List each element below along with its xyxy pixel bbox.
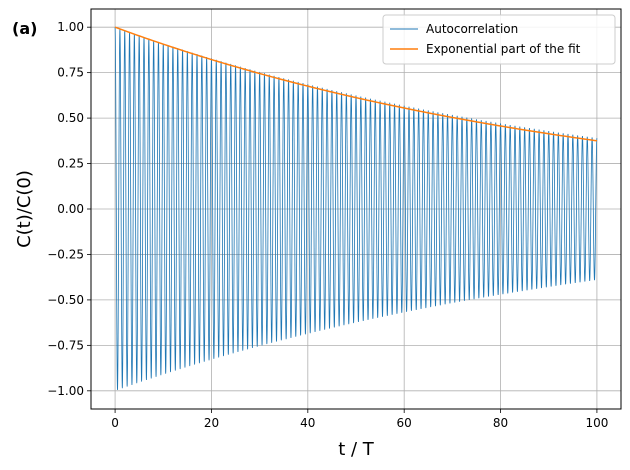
ticks-layer: 0 20 40 60 80 100 −1.00 −0.75 −0.50 −0.25 0.00 0.25…: [47, 20, 608, 430]
y-tick-label: 0.00: [57, 202, 84, 216]
legend-label-exponential-fit: Exponential part of the fit: [426, 42, 581, 56]
x-tick-label: 0: [111, 416, 119, 430]
x-tick-label: 100: [585, 416, 608, 430]
x-tick-label: 60: [397, 416, 412, 430]
series-exponential-fit-line: [114, 26, 598, 142]
legend: Autocorrelation Exponential part of the …: [382, 14, 616, 65]
y-axis-title: C(t)/C(0): [14, 170, 35, 248]
series-autocorrelation-line: [114, 27, 598, 390]
y-tick-label: 0.75: [57, 66, 84, 80]
series-layer: [114, 26, 598, 390]
y-tick-label: −0.50: [47, 293, 84, 307]
legend-box: [382, 14, 616, 65]
x-tick-label: 80: [493, 416, 508, 430]
y-tick-label: 0.25: [57, 157, 84, 171]
y-tick-label: −0.25: [47, 247, 84, 261]
x-axis-title: t / T: [338, 439, 375, 460]
legend-label-autocorrelation: Autocorrelation: [426, 22, 518, 36]
y-tick-label: −1.00: [47, 384, 84, 398]
y-tick-label: 0.50: [57, 111, 84, 125]
x-tick-label: 40: [300, 416, 315, 430]
panel-label: (a): [12, 19, 37, 38]
y-tick-label: 1.00: [57, 20, 84, 34]
x-tick-label: 20: [204, 416, 219, 430]
y-tick-label: −0.75: [47, 338, 84, 352]
